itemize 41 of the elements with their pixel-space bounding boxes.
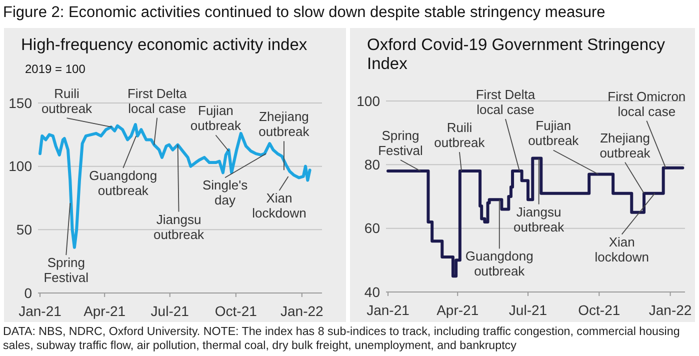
text: DATA: NBS, NDRC, Oxford University. NOTE: The index has 8 sub-indices to track, including traffic congestion, commercial housing sales, subway traffic flow, air pollution, thermal coal, dry bulk freight, unemployment, and bankruptcy (2, 324, 681, 353)
annotation: Xian lockdown (594, 234, 649, 264)
annotation: First Delta local case (127, 86, 188, 116)
annotation: Ruili outbreak (434, 120, 486, 150)
annotation: Spring Festival (378, 128, 423, 158)
annotation: Ruili outbreak (41, 86, 93, 116)
chart-subtitle: High-frequency economic activity index (21, 36, 308, 54)
x-tick-label: Jul-21 (508, 302, 548, 318)
chart-title: Figure 2: Economic activities continued to slow down despite stable stringency measure (3, 4, 606, 21)
annotation: Xian lockdown (252, 190, 306, 220)
y-tick-label: 50 (16, 222, 32, 238)
x-tick-label: Apr-21 (436, 302, 479, 318)
annotation: Zhejiang outbreak (258, 109, 310, 140)
annotation: Jiangsu outbreak (153, 212, 205, 242)
y-tick-label: 80 (364, 156, 380, 173)
annotation: Fujian outbreak (190, 103, 242, 134)
x-tick-label: Jan-21 (366, 302, 410, 318)
annotation: Fujian outbreak (528, 118, 580, 148)
x-tick-label: Jul-21 (150, 303, 190, 319)
annotation: Zhejiang outbreak (600, 130, 651, 160)
y-tick-label: 100 (8, 158, 32, 174)
y-tick-label: 100 (356, 92, 380, 109)
annotation: Guangdong outbreak (89, 168, 158, 198)
annotation: Spring Festival (44, 255, 89, 286)
y-axis-title: 2019 = 100 (25, 62, 86, 76)
x-tick-label: Jan-22 (648, 302, 692, 318)
x-tick-label: Apr-21 (84, 303, 126, 319)
y-tick-label: 40 (364, 284, 380, 300)
annotation: Guangdong outbreak (465, 248, 534, 279)
x-tick-label: Oct-21 (578, 302, 620, 318)
y-tick-label: 150 (8, 94, 32, 111)
annotation: Single's day (202, 178, 248, 208)
annotation: First Delta local case (476, 87, 536, 118)
chart-title: Oxford Covid-19 Government Stringency Index (367, 36, 666, 73)
y-tick-label: 60 (364, 220, 380, 236)
y-tick-label: 0 (24, 284, 32, 301)
x-tick-label: Oct-21 (214, 303, 258, 319)
annotation: First Omicron local case (608, 88, 686, 119)
x-tick-label: Jan-21 (18, 303, 62, 319)
annotation: Jiangsu outbreak (514, 204, 565, 234)
x-tick-label: Jan-22 (280, 303, 324, 319)
